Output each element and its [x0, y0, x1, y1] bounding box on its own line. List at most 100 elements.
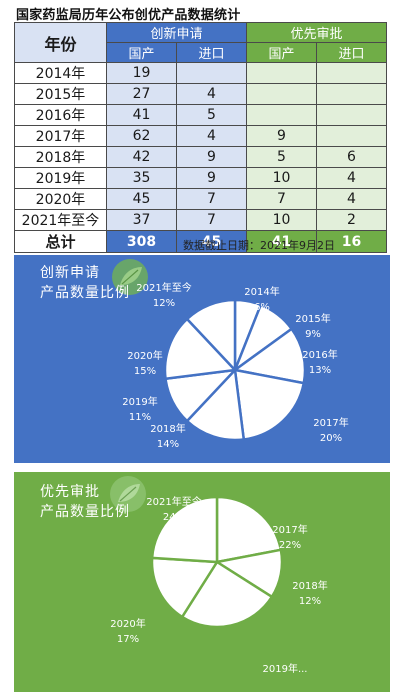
pie-category-label: 2016年: [302, 348, 337, 361]
total-innovative-domestic: 308: [106, 230, 177, 253]
table-row: 2018年 42 9 5 6: [14, 146, 387, 168]
innovative-imported-cell: 7: [176, 209, 247, 231]
priority-imported-cell: 4: [316, 167, 387, 189]
innovative-imported-cell: 9: [176, 167, 247, 189]
innovative-pie-panel: 创新申请 产品数量比例 2014年 6% 2015年 9% 2016年 13% 2017年 2…: [14, 255, 390, 463]
innovative-domestic-cell: 41: [106, 104, 177, 126]
pie-percent-label: 9%: [305, 329, 321, 340]
priority-domestic-cell: 5: [246, 146, 317, 168]
total-priority-domestic: 41: [246, 230, 317, 253]
innovative-header: 创新申请: [106, 22, 247, 43]
pie-percent-label: 12%: [299, 596, 321, 607]
table-row: 2016年 41 5: [14, 104, 387, 126]
priority-domestic-cell: 9: [246, 125, 317, 147]
pie-percent-label: 20%: [320, 433, 342, 444]
table-row: 2017年 62 4 9: [14, 125, 387, 147]
innovative-pie-title: 创新申请 产品数量比例: [40, 263, 130, 303]
table-row: 2021年至今 37 7 10 2: [14, 209, 387, 231]
priority-imported-cell: 2: [316, 209, 387, 231]
priority-imported-cell: [316, 83, 387, 105]
total-label: 总计: [14, 230, 107, 253]
priority-domestic-cell: 10: [246, 167, 317, 189]
priority-imported-cell: [316, 125, 387, 147]
pie-category-label: 2020年: [127, 349, 162, 362]
pie-category-label: 2014年: [244, 285, 279, 298]
priority-domestic-cell: [246, 62, 317, 84]
pie-category-label: 2017年: [313, 416, 348, 429]
priority-header: 优先审批: [246, 22, 387, 43]
row-year: 2014年: [14, 62, 107, 84]
pie-percent-label: 17%: [117, 634, 139, 645]
pie-category-label: 2020年: [110, 617, 145, 630]
priority-pie-panel: 优先审批 产品数量比例 2017年 22% 2018年 12% 2019年... 2020…: [14, 472, 390, 692]
page-title: 国家药监局历年公布创优产品数据统计: [16, 8, 241, 23]
innovative-domestic-cell: 42: [106, 146, 177, 168]
innovative-domestic-header: 国产: [106, 42, 177, 63]
priority-pie-title: 优先审批 产品数量比例: [40, 482, 130, 522]
innovative-domestic-cell: 35: [106, 167, 177, 189]
priority-domestic-header: 国产: [246, 42, 317, 63]
priority-imported-cell: [316, 104, 387, 126]
priority-imported-cell: [316, 62, 387, 84]
leaf-logo: [110, 476, 146, 512]
innovative-imported-header: 进口: [176, 42, 247, 63]
row-year: 2016年: [14, 104, 107, 126]
row-year: 2019年: [14, 167, 107, 189]
pie-percent-label: 15%: [134, 366, 156, 377]
table-row: 2014年 19: [14, 62, 387, 84]
pie-slice-7: [185, 298, 237, 374]
row-year: 2015年: [14, 83, 107, 105]
pie-percent-label: 11%: [129, 412, 151, 423]
pie-category-label: 2019年...: [263, 662, 308, 675]
statistics-table: 年份 创新申请 优先审批 国产 进口 国产 进口 2014年 19 2015年 27 4…: [14, 22, 387, 253]
innovative-domestic-cell: 45: [106, 188, 177, 210]
innovative-domestic-cell: 62: [106, 125, 177, 147]
pie-category-label: 2021年至今: [146, 495, 201, 508]
innovative-imported-cell: 4: [176, 83, 247, 105]
innovative-domestic-cell: 37: [106, 209, 177, 231]
pie-percent-label: 13%: [309, 365, 331, 376]
priority-domestic-cell: [246, 83, 317, 105]
priority-domestic-cell: [246, 104, 317, 126]
row-year: 2021年至今: [14, 209, 107, 231]
innovative-imported-cell: [176, 62, 247, 84]
innovative-domestic-cell: 19: [106, 62, 177, 84]
pie-percent-label: 24%: [163, 512, 185, 523]
priority-domestic-cell: 7: [246, 188, 317, 210]
row-year: 2020年: [14, 188, 107, 210]
priority-imported-cell: 6: [316, 146, 387, 168]
innovative-imported-cell: 9: [176, 146, 247, 168]
total-innovative-imported: 45: [176, 230, 247, 253]
priority-pie-title-line1: 优先审批: [40, 484, 100, 500]
priority-domestic-cell: 10: [246, 209, 317, 231]
pie-slice-0: [215, 495, 283, 564]
pie-category-label: 2018年: [292, 579, 327, 592]
leaf-logo: [112, 259, 148, 295]
pie-category-label: 2019年: [122, 395, 157, 408]
innovative-imported-cell: 4: [176, 125, 247, 147]
year-header: 年份: [14, 22, 107, 63]
pie-category-label: 2018年: [150, 422, 185, 435]
pie-slice-2: [180, 560, 274, 629]
pie-category-label: 2017年: [272, 523, 307, 536]
priority-pie-title-line2: 产品数量比例: [40, 504, 130, 520]
innovative-pie-title-line1: 创新申请: [40, 265, 100, 281]
innovative-imported-cell: 5: [176, 104, 247, 126]
pie-slice-6: [163, 317, 238, 381]
pie-percent-label: 22%: [279, 540, 301, 551]
priority-pie-chart: 2017年 22% 2018年 12% 2019年... 2020年 17% 2021年至今 2…: [110, 495, 327, 675]
row-year: 2017年: [14, 125, 107, 147]
innovative-imported-cell: 7: [176, 188, 247, 210]
total-row: 总计 308 45 41 16: [14, 230, 387, 253]
innovative-pie-title-line2: 产品数量比例: [40, 285, 130, 301]
pie-category-label: 2021年至今: [136, 281, 191, 294]
total-priority-imported: 16: [316, 230, 387, 253]
priority-imported-header: 进口: [316, 42, 387, 63]
pie-percent-label: 14%: [157, 439, 179, 450]
pie-percent-label: 12%: [153, 298, 175, 309]
pie-slice-3: [233, 368, 306, 441]
innovative-domestic-cell: 27: [106, 83, 177, 105]
priority-imported-cell: 4: [316, 188, 387, 210]
deadline-note: 数据截止日期：2021年9月2日: [183, 239, 335, 252]
row-year: 2018年: [14, 146, 107, 168]
